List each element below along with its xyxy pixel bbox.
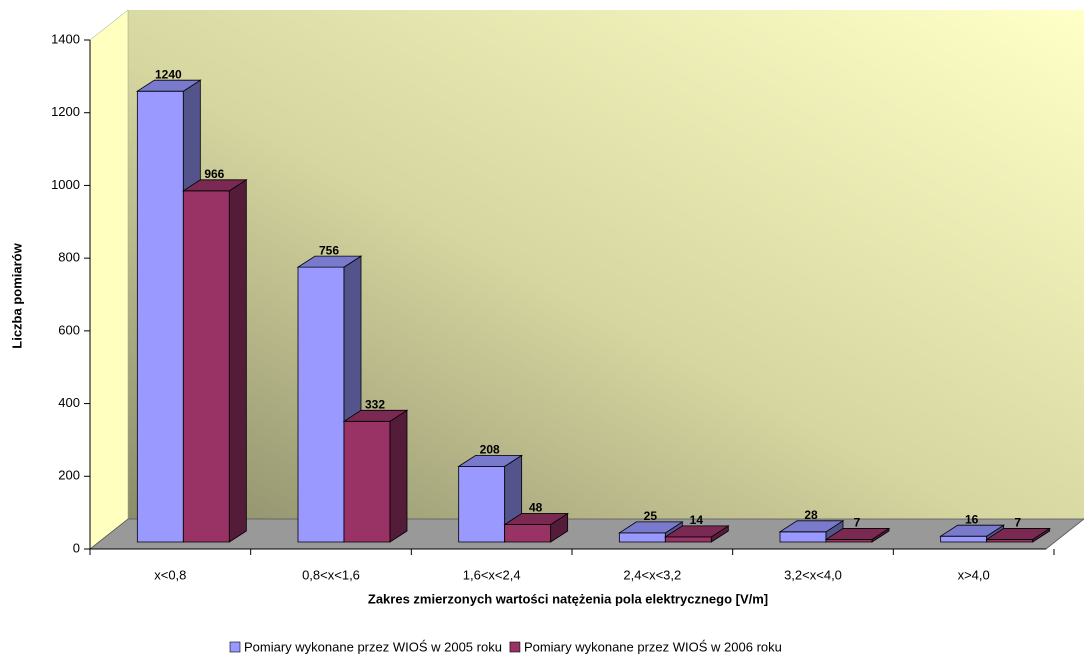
x-tick-label: 2,4<x<3,2 [623, 567, 681, 582]
legend-label: Pomiary wykonane przez WIOŚ w 2006 roku [524, 639, 782, 654]
legend-label: Pomiary wykonane przez WIOŚ w 2005 roku [244, 639, 502, 654]
bar [778, 520, 845, 543]
y-tick-label: 1400 [51, 31, 80, 46]
bar [503, 512, 570, 543]
data-label: 756 [319, 243, 339, 257]
back-wall [128, 10, 1084, 519]
bar-top [296, 255, 363, 268]
legend-swatch [229, 641, 241, 653]
bar [663, 525, 730, 543]
bar-front [779, 531, 827, 543]
y-tick-label: 800 [58, 250, 80, 265]
y-axis-title: Liczba pomiarów [9, 242, 24, 348]
x-tick-label: 3,2<x<4,0 [784, 567, 842, 582]
bar [824, 527, 891, 543]
bar [296, 255, 363, 543]
bar-top [135, 79, 202, 92]
bar-top [342, 409, 409, 422]
bar-top [778, 520, 845, 533]
data-label: 16 [965, 512, 979, 526]
y-tick-label: 1000 [51, 177, 80, 192]
data-label: 966 [204, 167, 224, 181]
data-label: 208 [480, 443, 500, 457]
bar [181, 179, 248, 543]
bar-front [664, 536, 712, 543]
bar-top [617, 521, 684, 534]
bar-top [939, 524, 1006, 537]
y-tick-label: 200 [58, 468, 80, 483]
data-label: 48 [529, 501, 543, 515]
data-label: 7 [1014, 516, 1021, 530]
bar-top [457, 454, 524, 467]
bar [985, 527, 1052, 543]
bar-side [228, 179, 247, 543]
data-label: 7 [854, 516, 861, 530]
bar-front [458, 465, 506, 543]
bar-top [503, 513, 570, 525]
bar-side [389, 409, 408, 543]
y-tick-label: 1200 [51, 104, 80, 119]
x-tick-label: 1,6<x<2,4 [463, 567, 521, 582]
data-label: 14 [690, 513, 704, 527]
y-tick-label: 0 [73, 540, 80, 555]
bar-top [985, 528, 1052, 540]
x-tick-label: x<0,8 [154, 567, 186, 582]
bar [342, 409, 409, 543]
side-wall [89, 9, 129, 550]
bar-front [504, 524, 552, 543]
bar-front [297, 266, 345, 543]
bar-front [618, 532, 666, 543]
x-axis-title: Zakres zmierzonych wartości natężenia po… [368, 591, 768, 606]
data-label: 1240 [155, 67, 182, 81]
bar-front [940, 535, 988, 543]
x-tick-label: x>4,0 [958, 567, 990, 582]
bar-front [343, 420, 391, 543]
x-tick-label: 0,8<x<1,6 [302, 567, 360, 582]
data-label: 332 [365, 397, 385, 411]
y-tick-label: 600 [58, 322, 80, 337]
bar-top [663, 525, 730, 538]
y-tick-label: 400 [58, 395, 80, 410]
bar-front [136, 90, 184, 543]
bar-top [824, 528, 891, 540]
bar-front [182, 190, 230, 543]
data-label: 28 [804, 508, 818, 522]
data-label: 25 [644, 509, 658, 523]
legend-swatch [509, 641, 521, 653]
bar-top [181, 179, 248, 192]
